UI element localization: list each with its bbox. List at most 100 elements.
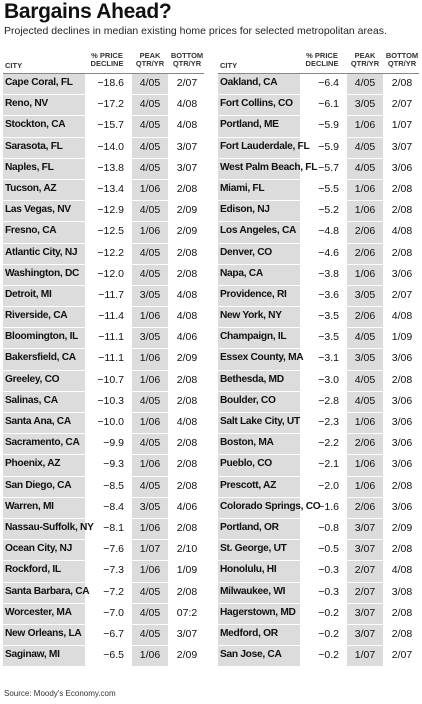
table-row: Essex County, MA −3.1 3/05 3/06 [218, 349, 419, 370]
city-cell: Fort Collins, CO [220, 98, 293, 110]
header-city: CITY [5, 61, 23, 70]
city-cell: Champaign, IL [220, 331, 287, 343]
header-peak: PEAK QTR/YR [347, 52, 383, 70]
table-row: Fresno, CA −12.5 1/06 2/09 [3, 222, 204, 243]
city-cell: Phoenix, AZ [5, 458, 61, 470]
peak-cell: 1/06 [139, 182, 161, 195]
row-shade [132, 370, 168, 391]
city-cell: Sacramento, CA [5, 437, 80, 449]
bottom-cell: 3/06 [391, 161, 413, 174]
decline-cell: −0.2 [318, 649, 339, 662]
header-peak-line2: QTR/YR [350, 59, 380, 68]
table-row: Portland, ME −5.9 1/06 1/07 [218, 116, 419, 137]
row-shade [218, 116, 300, 137]
decline-cell: −10.7 [97, 373, 124, 386]
decline-cell: −12.5 [97, 225, 124, 238]
row-shade [347, 646, 383, 667]
table-row: Oakland, CA −6.4 4/05 2/08 [218, 74, 419, 95]
city-cell: Salt Lake City, UT [220, 416, 300, 427]
decline-cell: −1.6 [318, 500, 339, 513]
city-cell: Portland, OR [220, 521, 279, 533]
row-shade [218, 561, 300, 582]
header-bottom-line1: BOTTOM [385, 51, 419, 60]
city-cell: San Diego, CA [5, 479, 72, 491]
row-shade [3, 328, 85, 349]
table-row: Stockton, CA −15.7 4/05 4/08 [3, 116, 204, 137]
table-row: Medford, OR −0.2 3/07 2/08 [218, 624, 419, 646]
table-row: New Orleans, LA −6.7 4/05 3/07 [3, 624, 204, 646]
decline-cell: −4.8 [318, 225, 339, 238]
row-shade [347, 264, 383, 285]
table-row: Salinas, CA −10.3 4/05 2/08 [3, 391, 204, 413]
header-bottom: BOTTOM QTR/YR [169, 52, 205, 70]
bottom-cell: 2/08 [391, 373, 413, 386]
row-shade [3, 540, 85, 561]
row-shade [3, 74, 85, 95]
bottom-cell: 4/08 [176, 98, 198, 111]
peak-cell: 1/06 [139, 649, 161, 662]
peak-cell: 1/06 [139, 310, 161, 323]
row-shade [218, 285, 300, 307]
row-shade [347, 243, 383, 264]
table-row: Naples, FL −13.8 4/05 3/07 [3, 158, 204, 180]
bottom-cell: 2/10 [176, 543, 198, 556]
header-bottom: BOTTOM QTR/YR [384, 52, 420, 70]
city-cell: Fort Lauderdale, FL [220, 140, 310, 152]
decline-cell: −9.3 [103, 458, 124, 471]
table-row: San Jose, CA −0.2 1/07 2/07 [218, 646, 419, 667]
row-shade [347, 158, 383, 179]
decline-cell: −0.3 [318, 564, 339, 577]
row-shade [3, 413, 85, 434]
city-cell: Naples, FL [5, 161, 54, 173]
table-row: New York, NY −3.5 2/06 4/08 [218, 307, 419, 328]
bottom-cell: 2/08 [176, 373, 198, 386]
row-shade [3, 497, 85, 518]
peak-cell: 1/06 [354, 182, 376, 195]
peak-cell: 2/06 [354, 500, 376, 513]
decline-cell: −8.1 [103, 521, 124, 534]
decline-cell: −3.1 [318, 352, 339, 365]
decline-cell: −3.5 [318, 310, 339, 323]
peak-cell: 1/06 [139, 225, 161, 238]
row-shade [218, 603, 300, 624]
bottom-cell: 2/08 [176, 458, 198, 471]
table-row: San Diego, CA −8.5 4/05 2/08 [3, 476, 204, 498]
bottom-cell: 3/06 [391, 437, 413, 450]
bottom-cell: 1/09 [391, 331, 413, 344]
table-row: Bakersfield, CA −11.1 1/06 2/09 [3, 349, 204, 370]
city-cell: Stockton, CA [5, 119, 66, 131]
decline-cell: −6.4 [318, 77, 339, 89]
header-city: CITY [220, 61, 238, 70]
decline-cell: −8.5 [103, 479, 124, 492]
row-shade [132, 349, 168, 370]
city-cell: Washington, DC [5, 267, 80, 279]
row-shade [218, 137, 300, 158]
peak-cell: 4/05 [139, 585, 161, 598]
row-shade [347, 307, 383, 328]
header-peak-line1: PEAK [139, 51, 161, 60]
decline-cell: −7.0 [103, 606, 124, 619]
table-row: Portland, OR −0.8 3/07 2/09 [218, 518, 419, 540]
left-table: CITY % PRICE DECLINE PEAK QTR/YR BOTTOM QTR… [3, 47, 204, 667]
peak-cell: 4/05 [354, 394, 376, 407]
bottom-cell: 3/06 [391, 267, 413, 280]
bottom-cell: 3/07 [176, 140, 198, 153]
bottom-cell: 3/06 [391, 500, 413, 513]
row-shade [132, 391, 168, 412]
row-shade [347, 413, 383, 434]
row-shade [132, 561, 168, 582]
table-row: Warren, MI −8.4 3/05 4/06 [3, 497, 204, 519]
decline-cell: −12.0 [97, 267, 124, 280]
header-peak-line2: QTR/YR [135, 59, 165, 68]
decline-cell: −3.8 [318, 267, 339, 280]
city-cell: Pueblo, CO [220, 458, 272, 470]
decline-cell: −4.6 [318, 246, 339, 259]
row-shade [218, 455, 300, 476]
decline-cell: −5.5 [318, 182, 339, 195]
row-shade [218, 222, 300, 243]
decline-cell: −6.5 [103, 649, 124, 662]
decline-cell: −0.3 [318, 585, 339, 598]
peak-cell: 1/06 [354, 119, 376, 132]
row-shade [132, 518, 168, 540]
